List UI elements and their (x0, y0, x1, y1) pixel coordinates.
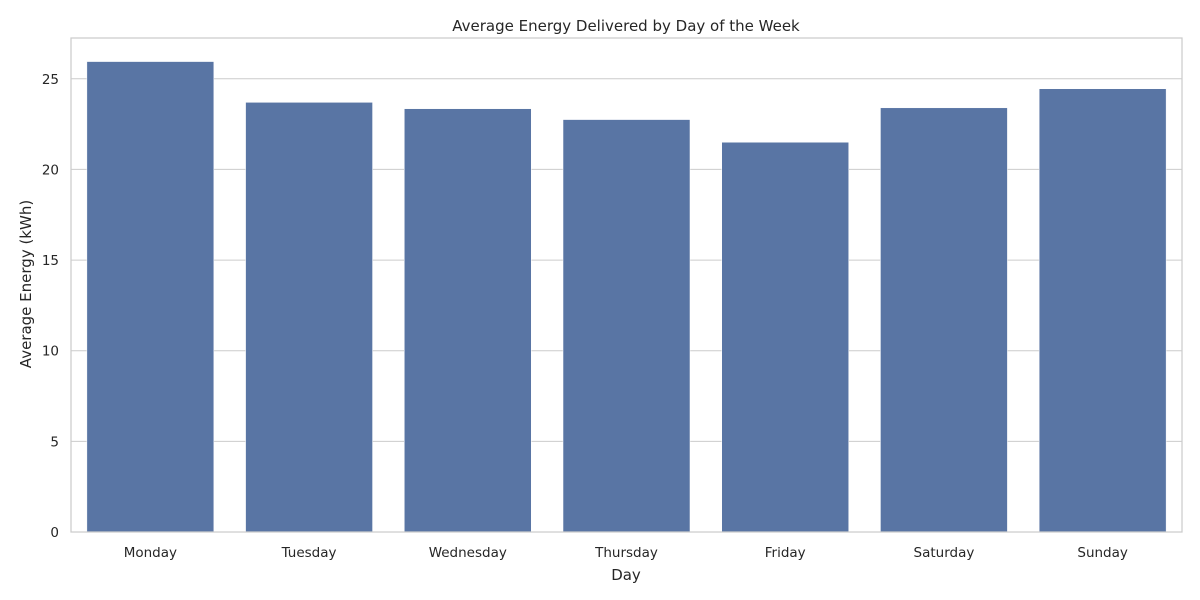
plot-frame (70, 37, 1183, 533)
x-tick-label: Tuesday (281, 545, 337, 561)
bar-wednesday (404, 108, 532, 533)
y-tick-label: 20 (42, 162, 59, 178)
x-axis-label: Day (611, 566, 641, 584)
bar-monday (86, 61, 215, 533)
y-tick-label: 5 (50, 434, 59, 450)
y-tick-label: 10 (42, 344, 59, 360)
bar-friday (721, 141, 849, 533)
bars (86, 61, 1167, 533)
bar-sunday (1038, 88, 1167, 533)
y-axis-label: Average Energy (kWh) (17, 200, 35, 368)
x-tick-label: Saturday (914, 545, 975, 561)
y-tick-label: 0 (50, 525, 59, 541)
y-tick-label: 15 (42, 253, 59, 269)
bar-thursday (562, 119, 691, 533)
x-tick-labels: Monday Tuesday Wednesday Thursday Friday Satu… (124, 545, 1128, 561)
chart-title: Average Energy Delivered by Day of the W… (452, 17, 800, 35)
x-tick-label: Thursday (594, 545, 658, 561)
x-tick-label: Sunday (1077, 545, 1128, 561)
y-tick-label: 25 (42, 72, 59, 88)
x-tick-label: Wednesday (429, 545, 507, 561)
bar-tuesday (245, 102, 373, 533)
x-tick-label: Friday (765, 545, 806, 561)
bar-saturday (880, 107, 1008, 533)
y-tick-labels: 0 5 10 15 20 25 (42, 72, 59, 541)
x-tick-label: Monday (124, 545, 177, 561)
